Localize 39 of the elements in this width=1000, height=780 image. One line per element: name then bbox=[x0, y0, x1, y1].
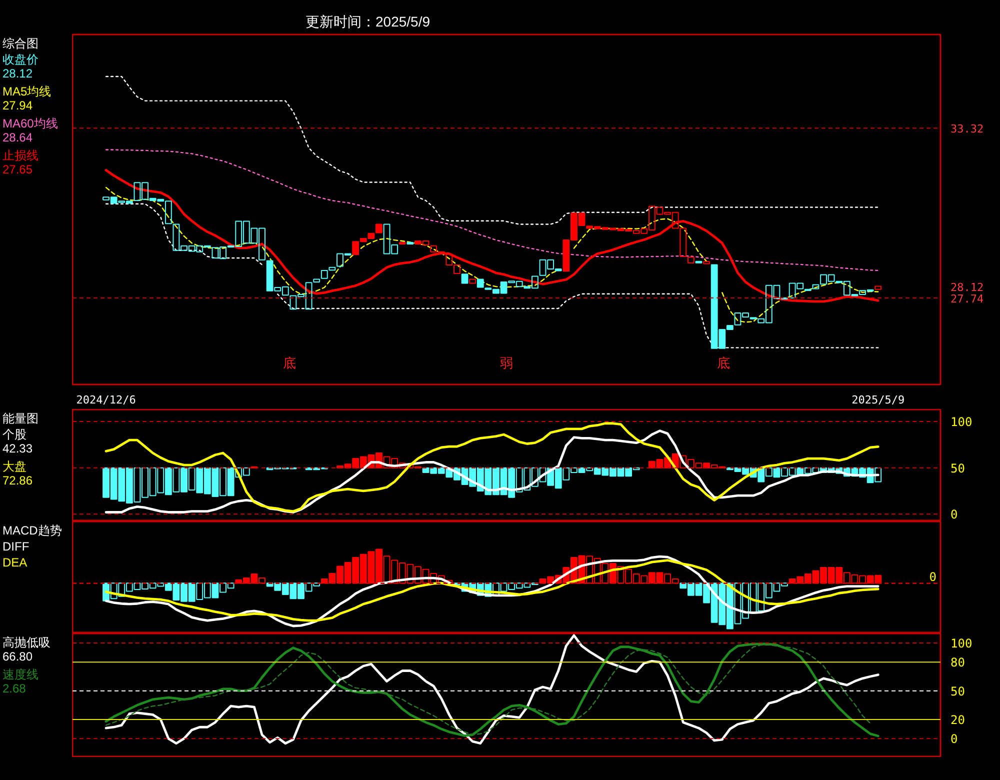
y-tick-label: 33.32 bbox=[950, 122, 984, 136]
y-tick-label: 100 bbox=[950, 415, 972, 430]
chart-subtitle: 更新时间：2025/5/9 bbox=[306, 14, 430, 30]
annotation: 底 bbox=[283, 356, 296, 370]
text: DIFF bbox=[2, 540, 30, 554]
y-tick-label: 27.74 bbox=[950, 292, 984, 306]
annotation: 底 bbox=[717, 356, 730, 370]
chart-title: 综合图 bbox=[2, 36, 38, 50]
y-tick-label: 50 bbox=[950, 684, 965, 698]
y-tick-label: 28.12 bbox=[950, 280, 984, 294]
text: 72.86 bbox=[2, 474, 33, 488]
ref-line-label: 0 bbox=[929, 570, 937, 584]
text: 66.80 bbox=[2, 650, 33, 664]
chart-title: 能量图 bbox=[2, 412, 38, 426]
chart-title: MACD趋势 bbox=[2, 524, 62, 538]
y-tick-label: 0 bbox=[950, 508, 958, 522]
y-tick-label: 0 bbox=[950, 732, 958, 746]
text: DEA bbox=[2, 556, 28, 570]
text: 42.33 bbox=[2, 442, 33, 456]
text: 27.94 bbox=[2, 98, 33, 112]
text: 28.64 bbox=[2, 130, 33, 144]
text: 个股 bbox=[2, 428, 26, 442]
y-tick-label: 80 bbox=[950, 656, 965, 670]
text: 28.12 bbox=[2, 66, 33, 80]
text: 止损线 bbox=[2, 148, 38, 162]
x-tick-label: 2025/5/9 bbox=[852, 394, 905, 406]
text: 速度线 bbox=[2, 668, 38, 682]
y-tick-label: 100 bbox=[950, 636, 972, 651]
text: 2.68 bbox=[2, 682, 26, 696]
text: 高抛低吸 bbox=[2, 636, 50, 650]
x-tick-label: 2024/12/6 bbox=[76, 394, 136, 406]
y-tick-label: 50 bbox=[950, 461, 965, 476]
text: 27.65 bbox=[2, 162, 33, 176]
text: MA5均线 bbox=[2, 84, 52, 98]
text: 收盘价 bbox=[2, 52, 38, 66]
y-tick-label: 20 bbox=[950, 712, 965, 727]
annotation: 弱 bbox=[500, 356, 513, 370]
text: MA60均线 bbox=[2, 116, 58, 130]
text: 大盘 bbox=[2, 460, 26, 474]
